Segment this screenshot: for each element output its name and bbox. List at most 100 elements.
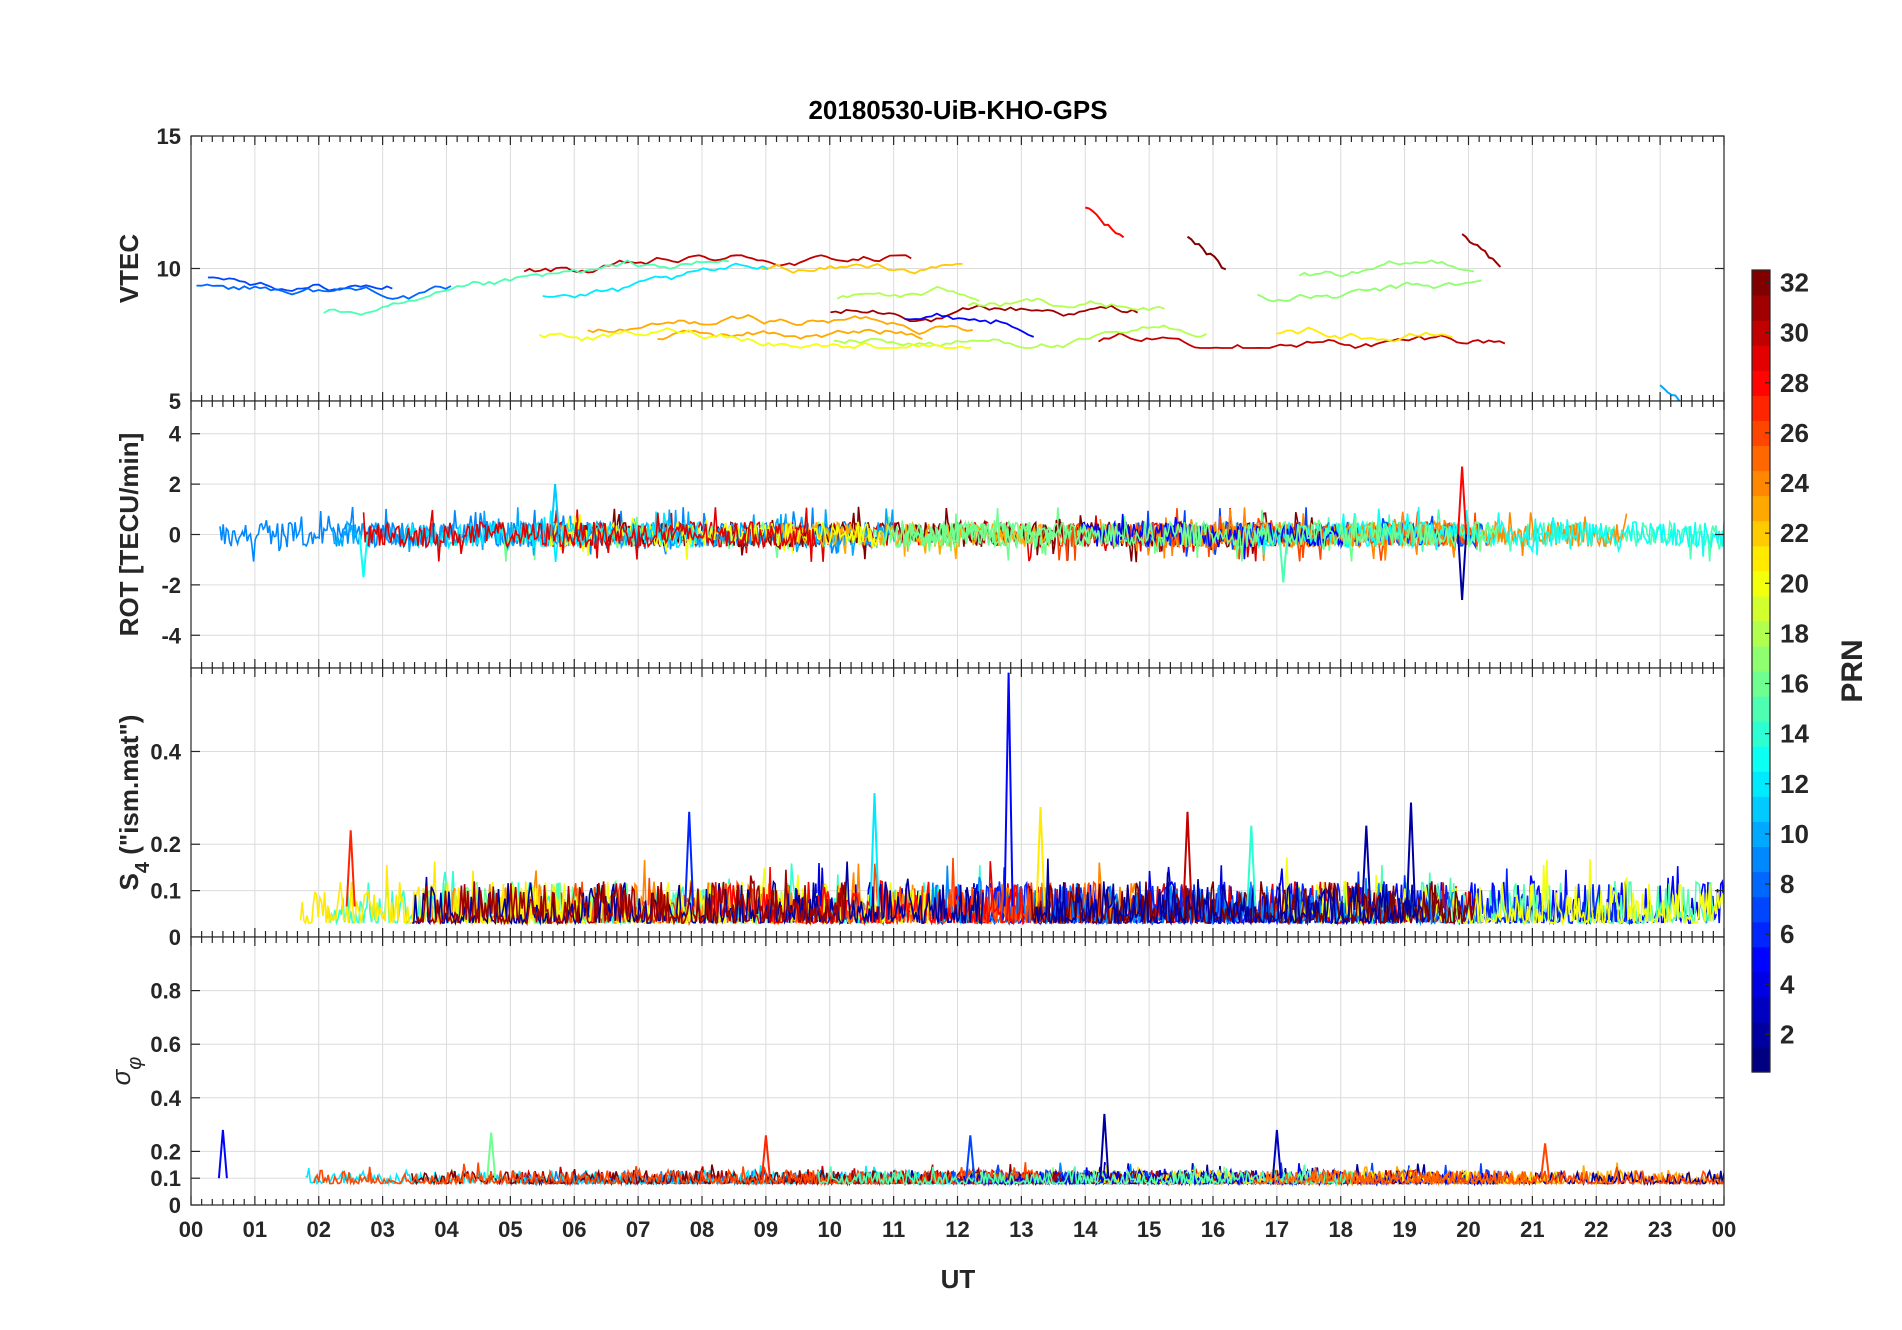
colorbar-segment <box>1752 821 1770 848</box>
colorbar-segment <box>1752 696 1770 722</box>
x-tick-label: 04 <box>434 1217 459 1242</box>
panel-rot-ytick-label: 4 <box>169 422 182 447</box>
colorbar-segment <box>1752 846 1770 873</box>
panel-s4-spike <box>345 830 356 907</box>
x-tick-label: 20 <box>1456 1217 1480 1242</box>
panel-rot-spike <box>358 534 369 578</box>
panel-s4-trace <box>414 869 846 927</box>
colorbar-segment <box>1752 595 1770 622</box>
colorbar-tick-label: 16 <box>1780 669 1809 699</box>
panel-vtec-trace <box>323 259 729 316</box>
colorbar-tick-label: 32 <box>1780 268 1809 298</box>
panel-sigma-spike <box>217 1129 228 1179</box>
panel-rot-traces <box>219 466 1724 601</box>
panel-s4-spike <box>869 793 880 907</box>
colorbar-tick-label: 30 <box>1780 318 1809 348</box>
panel-rot-ytick-label: 2 <box>169 472 181 497</box>
colorbar-tick-label: 12 <box>1780 769 1809 799</box>
x-tick-label: 07 <box>626 1217 650 1242</box>
panel-s4-ylabel: S4 ("ism.mat") <box>114 715 154 891</box>
panel-vtec-ylabel: VTEC <box>114 234 144 304</box>
panel-s4-ytick-label: 0.4 <box>150 739 181 764</box>
x-tick-labels: 00 01 02 03 04 05 06 07 08 09 10 11 12 13 14 15 16 17 18 19… <box>179 1217 1736 1242</box>
panel-sigma-ytick-label: 0.1 <box>150 1166 181 1191</box>
panel-sigma-ytick-label: 0.2 <box>150 1139 181 1164</box>
x-tick-label: 12 <box>945 1217 969 1242</box>
panel-s4-ylabel-sub: 4 <box>132 861 154 873</box>
x-tick-label: 14 <box>1073 1217 1098 1242</box>
panel-rot-ytick-label: -4 <box>161 623 181 648</box>
panel-s4-spike <box>1406 802 1416 907</box>
panel-vtec-trace <box>538 327 972 349</box>
panel-vtec-spike <box>1085 206 1125 239</box>
colorbar-label: PRN <box>1836 639 1869 702</box>
colorbar-segment <box>1752 946 1770 973</box>
colorbar-tick-label: 10 <box>1780 819 1809 849</box>
panel-rot-ylabel: ROT [TECU/min] <box>114 433 144 637</box>
panel-sigma-spike <box>1540 1143 1551 1179</box>
panel-vtec-trace <box>587 314 973 335</box>
colorbar-segment <box>1752 896 1770 923</box>
colorbar-segment <box>1752 495 1770 522</box>
x-tick-label: 16 <box>1201 1217 1225 1242</box>
x-tick-label: 00 <box>179 1217 203 1242</box>
chart-title: 20180530-UiB-KHO-GPS <box>808 95 1107 125</box>
panel-rot-spike <box>1457 534 1468 601</box>
panel-rot-ytick-label: 0 <box>169 523 181 548</box>
panel-s4-ytick-label: 0 <box>169 925 181 950</box>
colorbar-segment <box>1752 470 1770 497</box>
x-tick-label: 17 <box>1265 1217 1289 1242</box>
panel-sigma-ylabel-sub: φ <box>124 1057 146 1070</box>
colorbar-segment <box>1752 871 1770 898</box>
colorbar-segment <box>1752 771 1770 797</box>
panel-rot-trace <box>780 520 1050 560</box>
panel-rot-ytick-label: -2 <box>161 573 181 598</box>
panel-rot-trace <box>362 507 817 562</box>
x-tick-label: 06 <box>562 1217 586 1242</box>
panel-sigma-ylabel-main: σ <box>106 1068 136 1085</box>
panel-sigma-traces <box>217 1113 1724 1187</box>
colorbar-segment <box>1752 671 1770 697</box>
x-tick-label: 03 <box>370 1217 394 1242</box>
colorbar-tick-label: 22 <box>1780 518 1809 548</box>
x-tick-label: 18 <box>1329 1217 1353 1242</box>
x-tick-label: 00 <box>1712 1217 1736 1242</box>
colorbar-segment <box>1752 345 1770 371</box>
panel-s4-traces <box>299 672 1724 927</box>
panel-s4-ylabel-rest: ("ism.mat") <box>114 715 144 862</box>
panel-vtec-spike <box>1186 235 1227 271</box>
panel-s4-ytick-label: 0.1 <box>150 879 181 904</box>
x-tick-label: 19 <box>1392 1217 1416 1242</box>
panel-rot-spike <box>1278 534 1289 583</box>
panel-s4-trace <box>1032 858 1426 926</box>
colorbar-segment <box>1752 295 1770 321</box>
panel-vtec-traces <box>196 206 1681 401</box>
x-tick-label: 02 <box>307 1217 331 1242</box>
x-tick-label: 01 <box>243 1217 267 1242</box>
colorbar-segment <box>1752 545 1770 572</box>
panel-s4-spike <box>1246 825 1257 907</box>
panel-sigma-ytick-label: 0.8 <box>150 979 181 1004</box>
panel-s4-ytick-label: 0.2 <box>150 832 181 857</box>
panel-rot-spike <box>550 484 561 535</box>
colorbar-segment <box>1752 996 1770 1023</box>
colorbar-segment <box>1752 645 1770 672</box>
panel-vtec-trace <box>836 285 980 302</box>
colorbar-segment <box>1752 796 1770 822</box>
colorbar-tick-label: 8 <box>1780 869 1794 899</box>
panel-s4-spike <box>1182 811 1193 907</box>
colorbar-segment <box>1752 420 1770 447</box>
colorbar-tick-label: 28 <box>1780 368 1809 398</box>
panel-vtec-trace <box>967 297 1165 312</box>
panel-vtec-ytick-label: 10 <box>157 257 181 282</box>
panel-s4-trace <box>1281 857 1724 927</box>
panel-vtec-trace <box>1098 332 1506 349</box>
colorbar-tick-label: 6 <box>1780 919 1794 949</box>
panel-vtec-trace <box>1257 279 1482 303</box>
colorbar-frame <box>1751 269 1771 1073</box>
colorbar-tick-label: 14 <box>1780 719 1809 749</box>
colorbar-tick-label: 20 <box>1780 568 1809 598</box>
colorbar-tick-label: 26 <box>1780 418 1809 448</box>
